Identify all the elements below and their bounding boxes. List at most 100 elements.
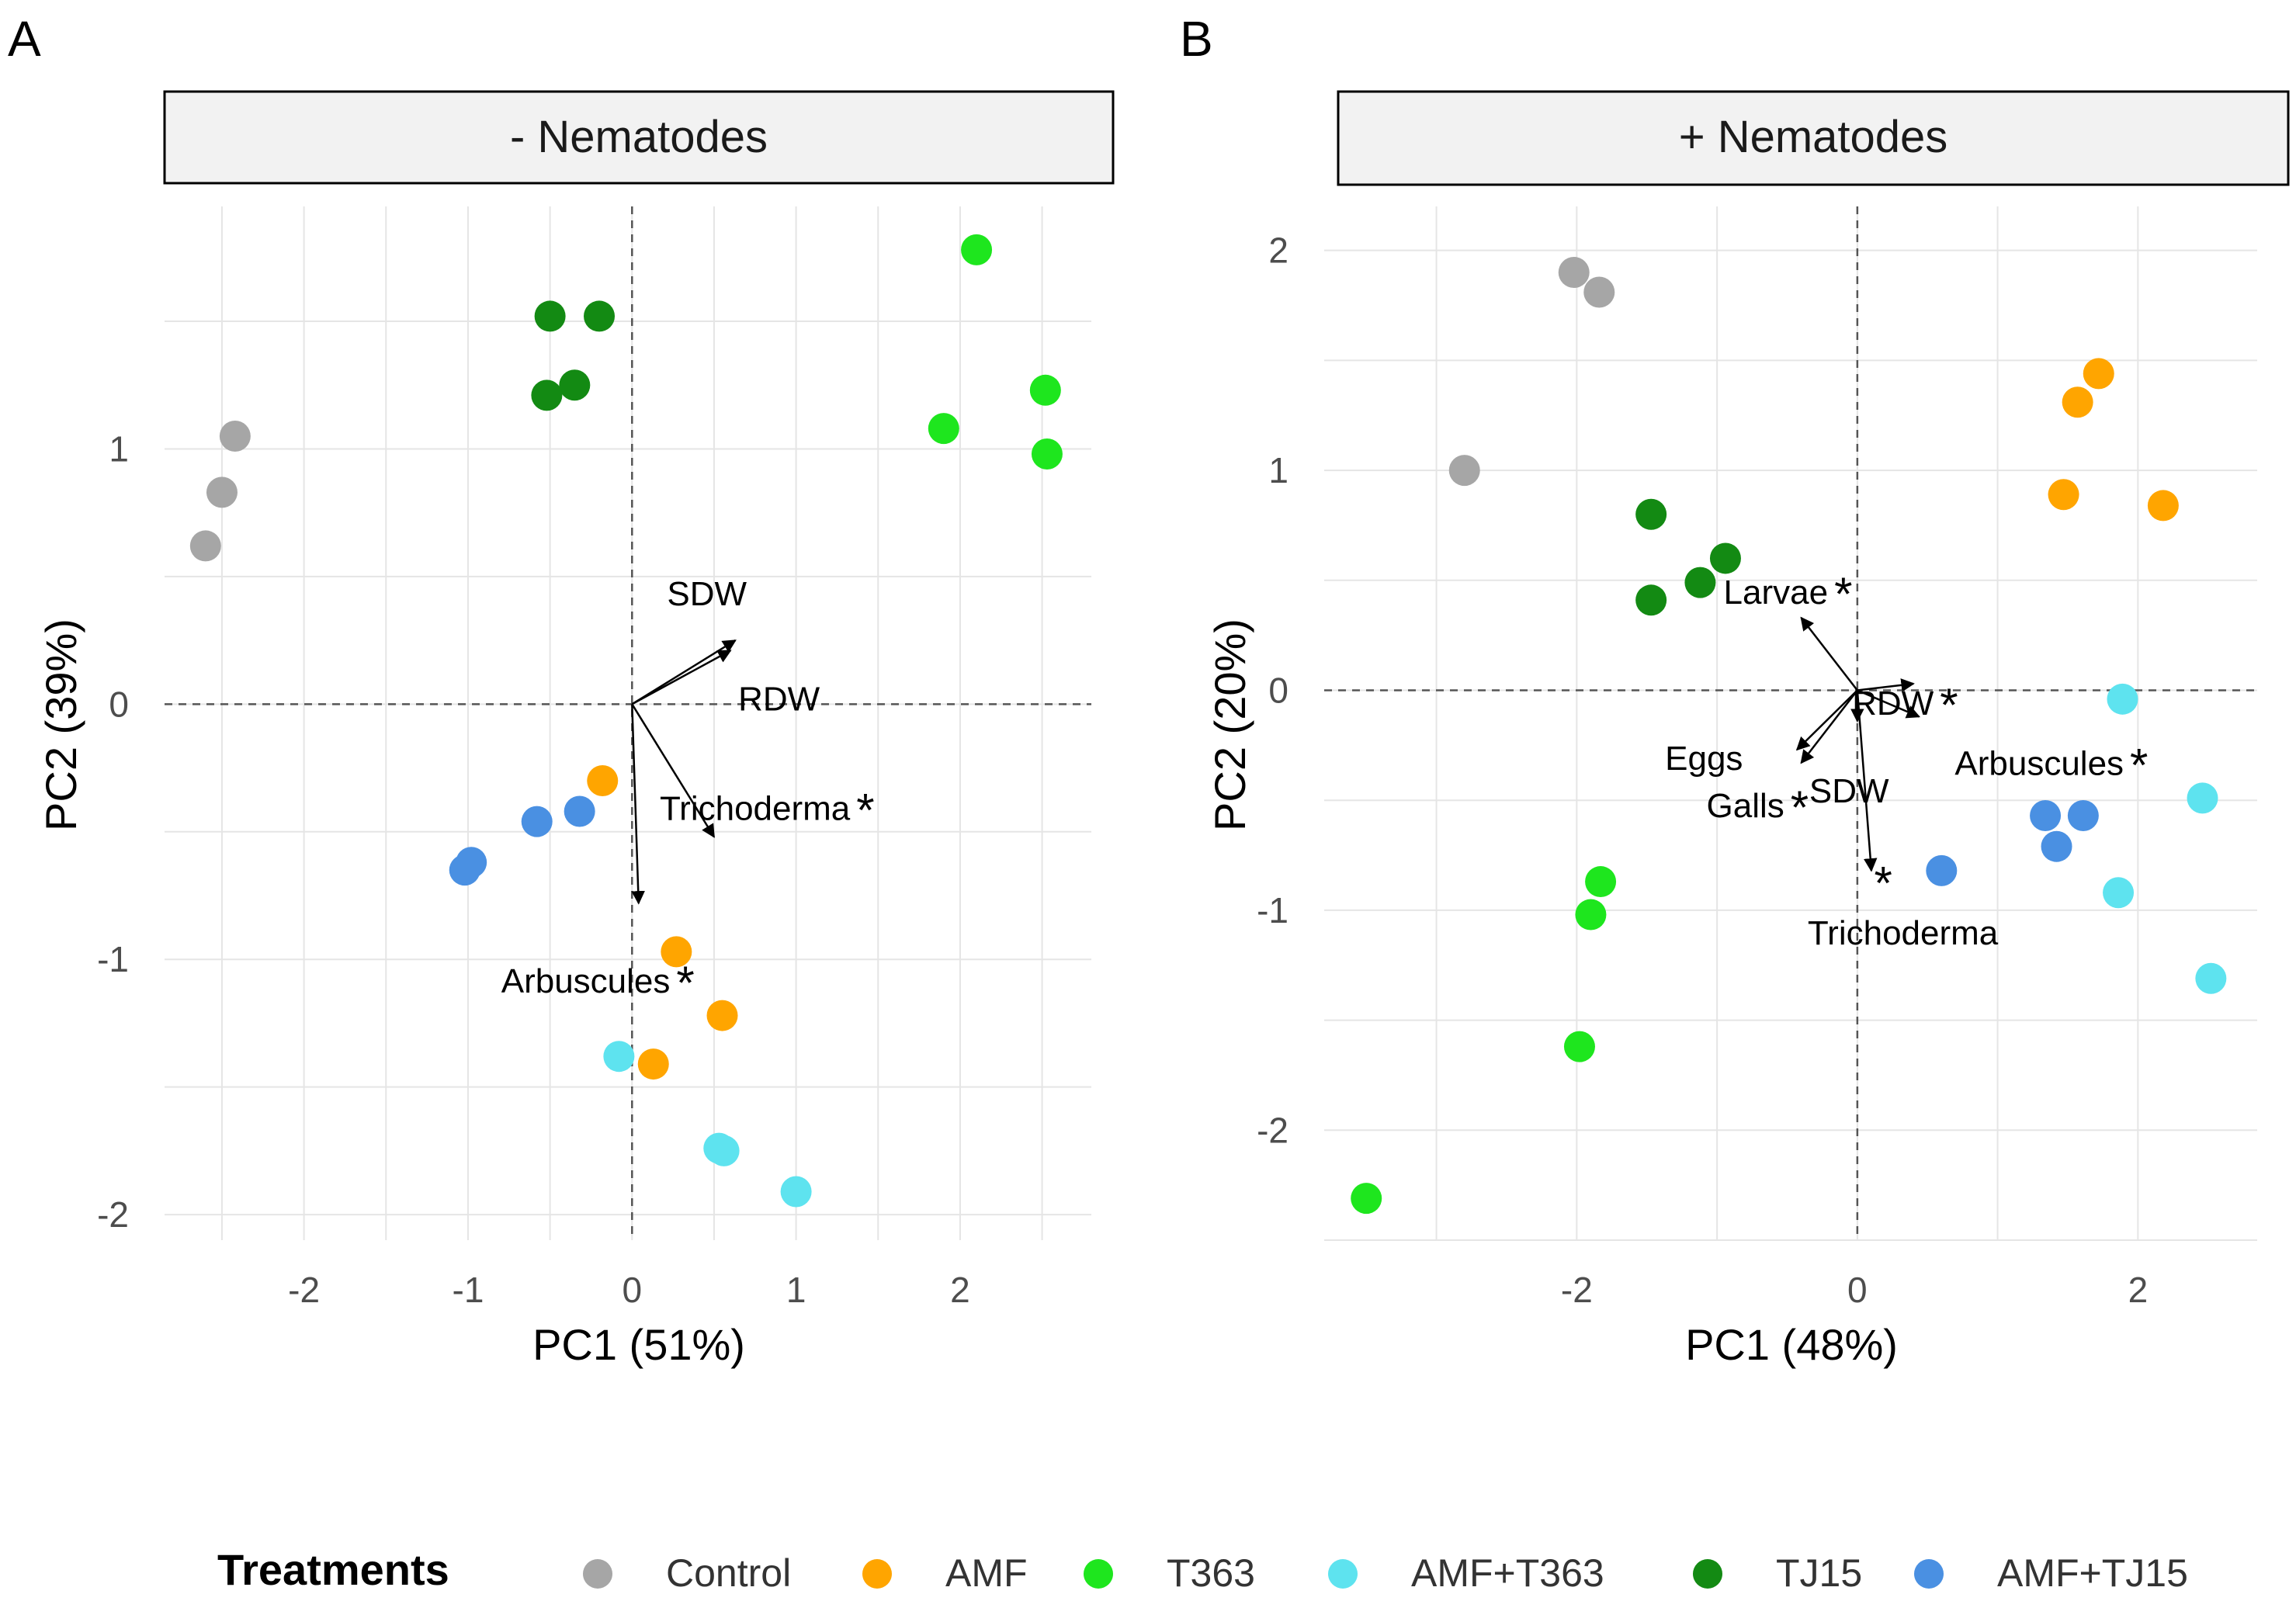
x-tick-label: 1: [786, 1270, 806, 1310]
legend: Treatments Control AMF T363 AMF+T363 TJ15 AMF…: [217, 1545, 2188, 1595]
loading-label: RDW: [1852, 684, 1934, 723]
data-point-t363: [928, 413, 959, 445]
data-point-amf-tj15: [1926, 854, 1958, 886]
data-point-tj15: [559, 369, 591, 401]
facet-title: + Nematodes: [1679, 112, 1948, 162]
loading-label: SDW: [1809, 772, 1889, 810]
data-point-control: [1558, 257, 1590, 289]
data-point-amf-t363: [2187, 782, 2218, 814]
data-point-t363: [961, 234, 993, 265]
legend-title: Treatments: [217, 1545, 449, 1594]
legend-swatch: [1084, 1559, 1113, 1589]
data-point-amf-t363: [780, 1176, 812, 1208]
x-tick-label: 0: [1847, 1270, 1868, 1310]
data-point-t363: [1031, 438, 1063, 470]
data-point-t363: [1563, 1031, 1595, 1062]
data-point-amf: [2048, 479, 2079, 511]
x-tick-label: -2: [288, 1270, 320, 1310]
legend-item-t363: T363: [1084, 1551, 1255, 1595]
data-point-control: [1583, 276, 1615, 308]
data-point-control: [189, 530, 221, 562]
facet-title: - Nematodes: [510, 112, 768, 162]
x-tick-label: 2: [950, 1270, 970, 1310]
data-point-amf-t363: [2103, 877, 2135, 909]
significance-star: *: [1791, 781, 1809, 833]
data-point-amf-tj15: [2030, 800, 2062, 832]
data-point-amf: [2147, 490, 2179, 522]
data-point-amf-tj15: [449, 854, 480, 886]
significance-star: *: [676, 957, 694, 1009]
data-point-tj15: [1709, 542, 1741, 574]
legend-item-tj15: TJ15: [1693, 1551, 1862, 1595]
legend-swatch: [1693, 1559, 1722, 1589]
data-point-amf: [661, 936, 692, 968]
loading-arrow: [1800, 616, 1858, 691]
loading-arrow: [1795, 689, 1858, 751]
data-point-amf: [637, 1048, 669, 1080]
significance-star: *: [1940, 679, 1958, 731]
legend-label: AMF+T363: [1411, 1551, 1604, 1595]
loading-arrow: [1857, 689, 1920, 719]
y-tick-label: -2: [1257, 1110, 1288, 1150]
loading-arrow: [1800, 689, 1858, 764]
loading-arrow: [631, 639, 737, 705]
loading-arrow: [631, 704, 645, 905]
legend-label: TJ15: [1776, 1551, 1862, 1595]
loading-label: Trichoderma: [1808, 914, 1999, 952]
data-point-control: [206, 477, 238, 508]
legend-label: Control: [666, 1551, 791, 1595]
data-point-amf-tj15: [564, 795, 595, 827]
loading-label: Larvae: [1724, 574, 1829, 612]
x-axis-label: PC1 (48%): [1685, 1320, 1898, 1369]
data-point-amf-t363: [708, 1135, 740, 1166]
x-tick-label: -1: [453, 1270, 484, 1310]
y-tick-label: 1: [109, 428, 129, 469]
data-point-control: [219, 421, 251, 452]
data-point-amf-t363: [2107, 683, 2138, 715]
loading-label: RDW: [738, 680, 820, 718]
legend-item-amf-tj15: AMF+TJ15: [1914, 1551, 2188, 1595]
panel-letter: B: [1180, 11, 1213, 67]
data-point-amf: [2083, 358, 2114, 390]
x-axis-label: PC1 (51%): [532, 1320, 745, 1369]
loading-label: Galls: [1707, 787, 1784, 825]
panel-letter: A: [8, 11, 41, 67]
data-point-tj15: [584, 300, 616, 332]
data-point-amf-tj15: [2041, 830, 2072, 862]
significance-star: *: [1834, 568, 1852, 620]
x-tick-label: -2: [1561, 1270, 1593, 1310]
legend-item-control: Control: [583, 1551, 791, 1595]
panel-a: A - Nematodes -2 -1 0 1 2 -2 -1 0 1 SDW RDW Tricho…: [8, 11, 1115, 1369]
facet-strip: [1337, 90, 2290, 186]
data-point-amf-t363: [2195, 962, 2227, 994]
data-point-amf-tj15: [2067, 800, 2099, 832]
significance-star: *: [1875, 858, 1892, 910]
y-tick-label: 0: [109, 684, 129, 724]
loading-arrow: [631, 650, 732, 705]
loading-arrow: [1857, 678, 1915, 692]
legend-item-amf: AMF: [862, 1551, 1028, 1595]
data-point-amf-t363: [603, 1041, 635, 1073]
data-point-tj15: [1635, 584, 1667, 616]
significance-star: *: [856, 784, 874, 836]
data-point-tj15: [1635, 498, 1667, 530]
loading-label: Arbuscules: [501, 962, 671, 1000]
data-point-amf: [706, 1000, 738, 1031]
legend-label: T363: [1167, 1551, 1255, 1595]
data-point-tj15: [1684, 567, 1716, 598]
y-tick-label: 2: [1268, 230, 1288, 271]
data-point-t363: [1351, 1183, 1382, 1215]
facet-strip: [163, 90, 1115, 185]
loading-label: Arbuscules: [1954, 744, 2124, 782]
data-point-amf: [587, 765, 619, 796]
y-tick-label: -1: [1257, 890, 1288, 930]
x-tick-label: 0: [622, 1270, 642, 1310]
legend-swatch: [862, 1559, 892, 1589]
significance-star: *: [2130, 739, 2148, 791]
data-point-control: [1448, 455, 1480, 487]
y-tick-label: 1: [1268, 450, 1288, 490]
legend-item-amf-t363: AMF+T363: [1328, 1551, 1604, 1595]
data-point-t363: [1575, 899, 1607, 930]
